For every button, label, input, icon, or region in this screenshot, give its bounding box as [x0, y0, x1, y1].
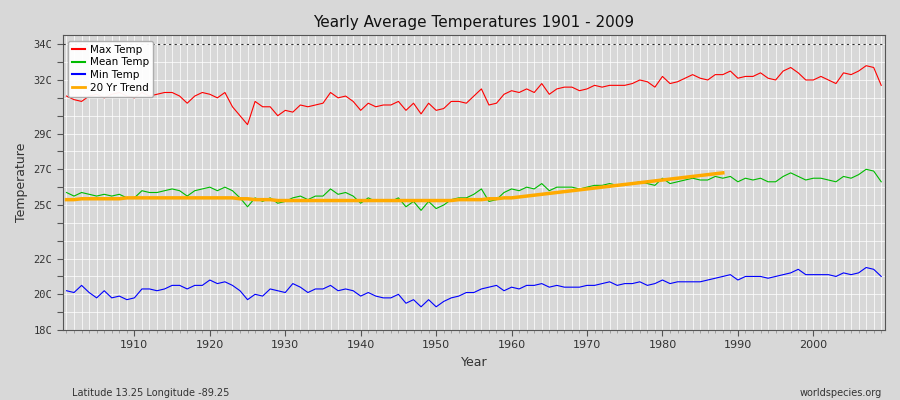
- X-axis label: Year: Year: [461, 356, 487, 369]
- Legend: Max Temp, Mean Temp, Min Temp, 20 Yr Trend: Max Temp, Mean Temp, Min Temp, 20 Yr Tre…: [68, 40, 153, 97]
- Y-axis label: Temperature: Temperature: [15, 143, 28, 222]
- Text: worldspecies.org: worldspecies.org: [800, 388, 882, 398]
- Title: Yearly Average Temperatures 1901 - 2009: Yearly Average Temperatures 1901 - 2009: [313, 15, 634, 30]
- Text: Latitude 13.25 Longitude -89.25: Latitude 13.25 Longitude -89.25: [72, 388, 230, 398]
